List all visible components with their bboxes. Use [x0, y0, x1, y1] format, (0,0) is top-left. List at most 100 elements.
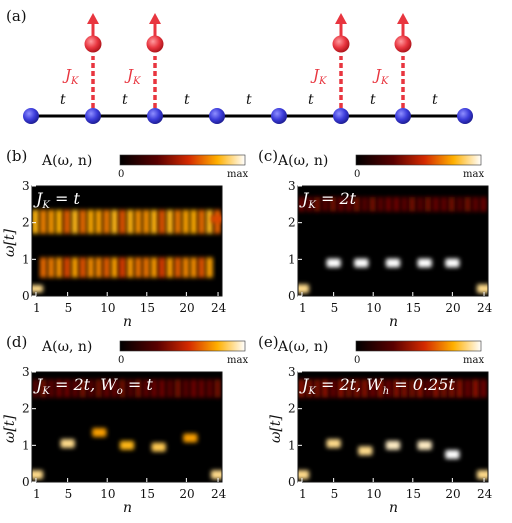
x-tick-label: 20: [445, 301, 460, 315]
heatmap-cell: [63, 209, 71, 234]
x-tick-label: 10: [100, 487, 115, 501]
heatmap-cell: [416, 379, 424, 398]
x-axis-label: n: [123, 314, 132, 330]
heatmap-peak: [445, 450, 460, 459]
panel-a: (a) t t t t t t t JK JK JK JK: [6, 7, 473, 124]
heatmap-cell: [329, 197, 337, 212]
heatmap-cell: [142, 257, 150, 278]
plot-frame: [297, 371, 489, 483]
y-tick-label: 0: [288, 475, 296, 489]
x-tick-label: 24: [211, 301, 227, 315]
heatmap-area: [32, 209, 222, 293]
heatmap-cell: [337, 379, 345, 398]
heatmap-cell: [127, 257, 134, 278]
heatmap-cell: [385, 197, 392, 212]
heatmap-cell: [206, 257, 213, 278]
heatmap-cell: [158, 209, 166, 234]
colorbar-title: A(ω, n): [41, 339, 92, 355]
heatmap-peak: [445, 258, 460, 268]
x-tick-label: 10: [366, 487, 381, 501]
spin-ball: [146, 35, 164, 53]
heatmap-area: [32, 379, 222, 480]
heatmap-cell: [174, 379, 182, 398]
heatmap-cell: [472, 379, 479, 398]
heatmap-cell: [424, 379, 432, 398]
x-axis-label: n: [389, 314, 398, 330]
x-tick-label: 15: [406, 301, 421, 315]
heatmap-cell: [39, 257, 47, 278]
colorbar: [119, 340, 246, 352]
heatmap-cell: [95, 257, 103, 278]
colorbar-title: A(ω, n): [277, 339, 328, 355]
x-tick-label: 24: [211, 487, 227, 501]
heatmap-cell: [119, 209, 126, 234]
plot-frame: [297, 185, 489, 297]
y-tick-label: 0: [22, 289, 30, 303]
hopping-label: t: [122, 92, 128, 108]
heatmap-cell: [158, 379, 166, 398]
x-tick-label: 20: [179, 301, 194, 315]
x-tick-label: 5: [65, 301, 73, 315]
plot-frame: [31, 371, 223, 483]
heatmap-cell: [377, 379, 384, 398]
heatmap-cell: [440, 197, 448, 212]
colorbar-max-label: max: [227, 355, 248, 366]
heatmap-cell: [206, 379, 213, 398]
heatmap-cell: [464, 197, 471, 212]
x-tick-label: 15: [140, 301, 155, 315]
heatmap-cell: [166, 379, 174, 398]
heatmap-cell: [198, 379, 205, 398]
heatmap-cell: [55, 209, 63, 234]
coupling-label: JK: [62, 66, 79, 87]
heatmap-cell: [79, 379, 87, 398]
heatmap-cell: [47, 209, 55, 234]
heatmap-cell: [150, 257, 158, 278]
x-tick-label: 1: [299, 301, 307, 315]
x-tick-label: 20: [445, 487, 460, 501]
heatmap-peak: [385, 440, 401, 450]
heatmap-peak: [326, 258, 341, 268]
heatmap-cell: [134, 257, 142, 278]
lattice-site: [209, 108, 225, 124]
heatmap-cell: [47, 379, 55, 398]
heatmap-cell: [32, 379, 39, 398]
heatmap-cell: [71, 379, 79, 398]
heatmap-cell: [39, 379, 47, 398]
heatmap-cell: [87, 379, 95, 398]
heatmap-cell: [190, 379, 198, 398]
heatmap-peak: [183, 433, 198, 443]
y-tick-label: 2: [288, 216, 296, 230]
heatmap-cell: [353, 197, 361, 212]
heatmap-cell: [440, 379, 448, 398]
y-tick-label: 3: [288, 365, 296, 379]
heatmap-peak: [476, 284, 488, 294]
colorbar-max-label: max: [463, 169, 484, 180]
heatmap-cell: [345, 379, 353, 398]
heatmap-cell: [95, 379, 103, 398]
y-tick-label: 0: [288, 289, 296, 303]
heatmap-cell: [127, 379, 134, 398]
heatmap-cell: [87, 209, 95, 234]
spin-arrow-head: [397, 13, 409, 24]
heatmap-peak: [210, 470, 222, 480]
heatmap-cell: [432, 379, 440, 398]
y-tick-label: 1: [22, 438, 30, 452]
heatmap-cell: [298, 197, 305, 212]
heatmap-cell: [103, 257, 110, 278]
lattice-diagram: t t t t t t t JK JK JK JK: [23, 13, 473, 124]
heatmap-peak: [326, 439, 341, 448]
colorbar-min-label: 0: [354, 169, 360, 180]
heatmap-cell: [353, 379, 361, 398]
heatmap-cell: [111, 257, 118, 278]
y-axis-label: ω[t]: [2, 414, 18, 443]
heatmap-cell: [298, 379, 305, 398]
heatmap-cell: [119, 379, 126, 398]
heatmap-cell: [432, 197, 440, 212]
heatmap-cell: [150, 209, 158, 234]
heatmap-cell: [361, 197, 369, 212]
x-tick-label: 15: [406, 487, 421, 501]
heatmap-cell: [47, 257, 55, 278]
heatmap-peak: [358, 446, 373, 456]
